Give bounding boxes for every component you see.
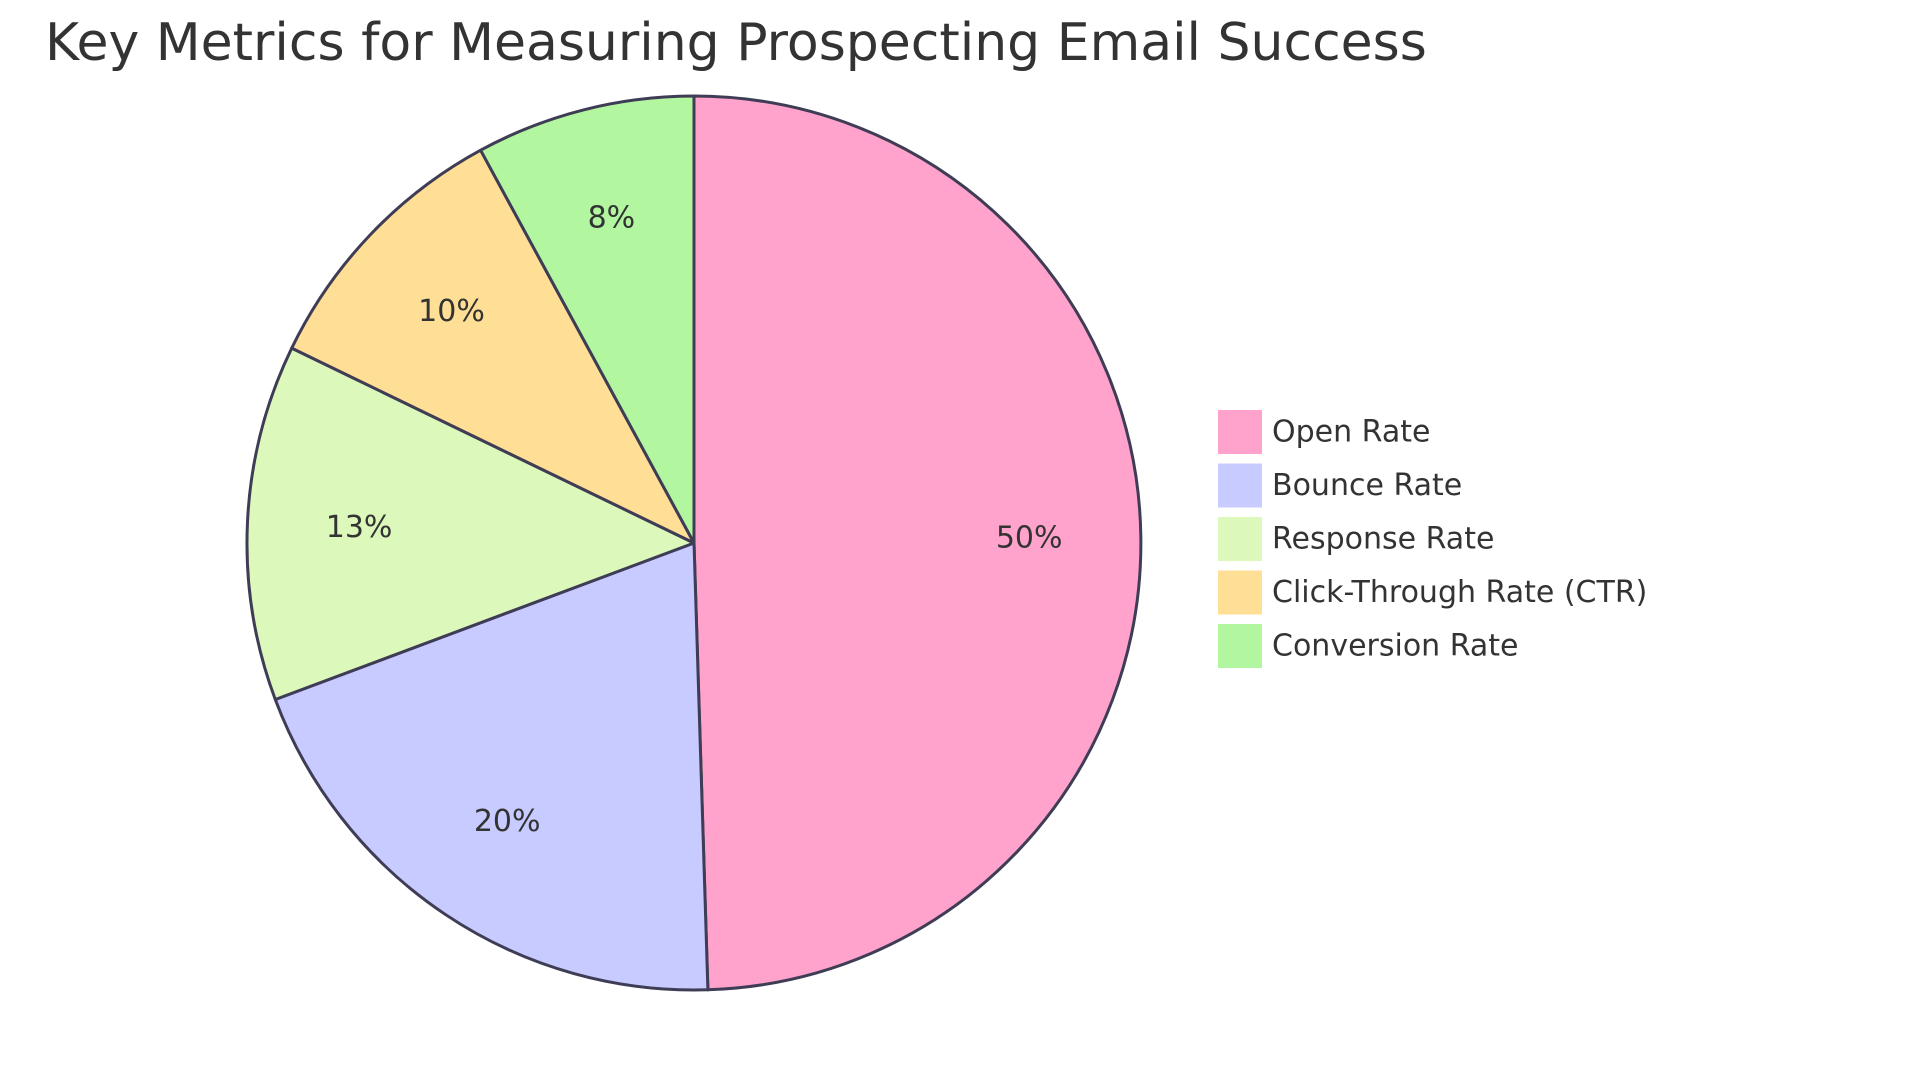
legend-swatch-click-through-rate-ctr — [1218, 570, 1262, 615]
pie-slice-open-rate — [692, 94, 1143, 992]
legend-label-click-through-rate-ctr: Click-Through Rate (CTR) — [1272, 575, 1647, 610]
pie-slice-labels: 50% 20% 13% 10% 8% — [326, 201, 1063, 839]
legend-label-open-rate: Open Rate — [1272, 415, 1430, 450]
chart-title: Key Metrics for Measuring Prospecting Em… — [45, 13, 1427, 73]
legend: Open Rate Bounce Rate Response Rate Click-T… — [1218, 410, 1647, 668]
pie-slice-response-rate — [245, 346, 696, 702]
legend-swatch-response-rate — [1218, 517, 1262, 561]
slice-value-label-response-rate: 13% — [326, 510, 393, 545]
pie-slices — [245, 94, 1143, 992]
legend-swatch-conversion-rate — [1218, 624, 1262, 668]
slice-value-label-click-through-rate-ctr: 10% — [418, 294, 485, 329]
slice-value-label-open-rate: 50% — [996, 520, 1063, 555]
legend-label-bounce-rate: Bounce Rate — [1272, 468, 1462, 503]
legend-label-conversion-rate: Conversion Rate — [1272, 629, 1519, 664]
pie-slice-conversion-rate — [479, 94, 696, 545]
legend-swatch-bounce-rate — [1218, 463, 1262, 508]
slice-value-label-conversion-rate: 8% — [588, 201, 636, 236]
pie-slice-bounce-rate — [273, 541, 710, 992]
legend-label-response-rate: Response Rate — [1272, 522, 1494, 557]
pie-slice-click-through-rate-ctr — [290, 148, 696, 545]
legend-swatch-open-rate — [1218, 410, 1262, 454]
slice-value-label-bounce-rate: 20% — [474, 804, 541, 839]
